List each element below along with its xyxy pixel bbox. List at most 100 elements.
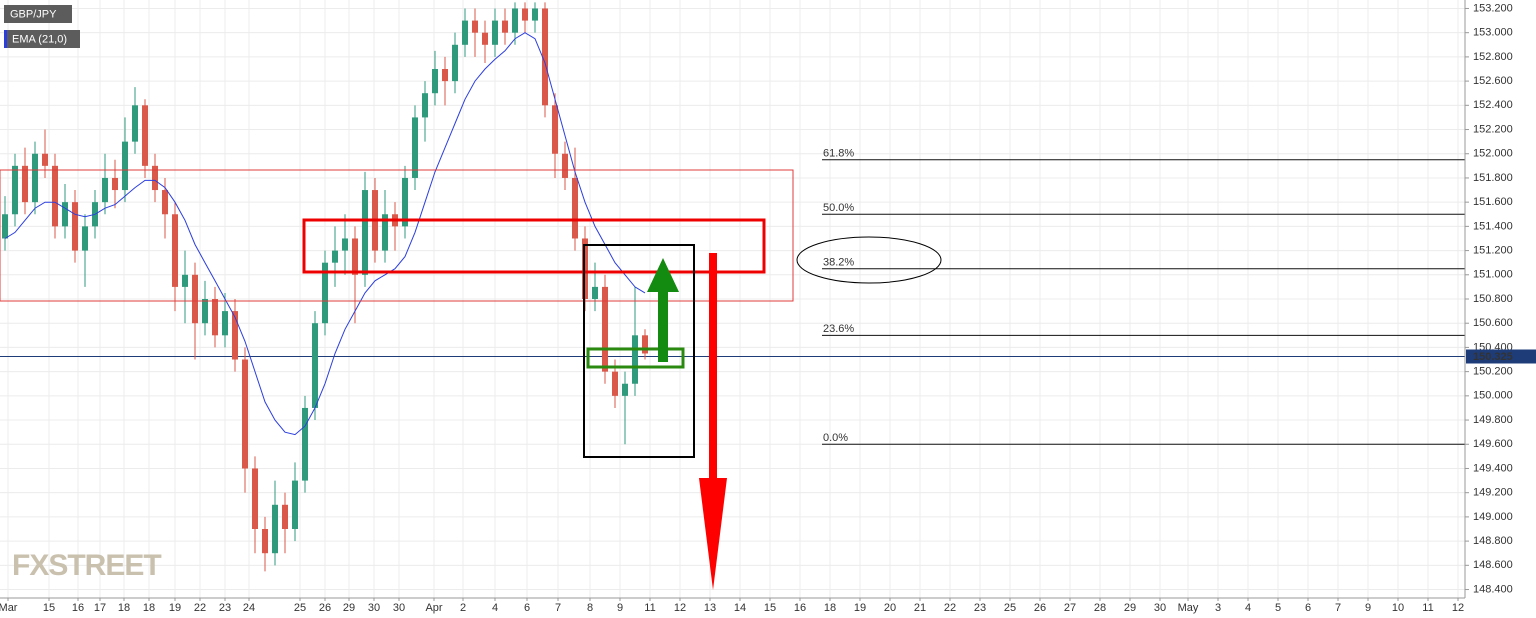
x-axis-bg xyxy=(0,598,1536,618)
candle-body xyxy=(112,177,118,191)
x-tick-label: 23 xyxy=(974,602,986,614)
candle-body xyxy=(292,480,298,529)
y-tick-label: 153.200 xyxy=(1473,2,1513,14)
candle-body xyxy=(22,165,28,203)
x-tick-label: 10 xyxy=(1392,602,1404,614)
y-tick-label: 151.000 xyxy=(1473,269,1513,281)
x-tick-label: 28 xyxy=(1094,602,1106,614)
fib-label: 61.8% xyxy=(823,148,854,160)
x-tick-label: 4 xyxy=(1245,602,1251,614)
x-tick-label: Mar xyxy=(0,602,18,614)
candle-body xyxy=(12,165,18,215)
candle-body xyxy=(52,165,58,227)
x-tick-label: 3 xyxy=(1215,602,1221,614)
candle-body xyxy=(42,153,48,166)
x-tick-label: 17 xyxy=(94,602,106,614)
x-tick-label: 26 xyxy=(1034,602,1046,614)
fib-label: 0.0% xyxy=(823,432,848,444)
x-tick-label: 30 xyxy=(368,602,380,614)
ellipse xyxy=(796,236,942,284)
candle-body xyxy=(552,105,558,154)
candle-body xyxy=(422,93,428,118)
down-arrow xyxy=(699,253,727,590)
x-tick-label: 27 xyxy=(1064,602,1076,614)
y-tick-label: 148.800 xyxy=(1473,535,1513,547)
candle-body xyxy=(312,323,318,408)
x-tick-label: 20 xyxy=(884,602,896,614)
candle-body xyxy=(132,105,138,142)
fib-label: 38.2% xyxy=(823,257,854,269)
y-tick-label: 149.000 xyxy=(1473,511,1513,523)
x-tick-label: 2 xyxy=(460,602,466,614)
candle-body xyxy=(482,32,488,45)
x-tick-label: 9 xyxy=(1365,602,1371,614)
candle-body xyxy=(32,153,38,203)
y-tick-label: 152.600 xyxy=(1473,75,1513,87)
y-tick-label: 150.200 xyxy=(1473,366,1513,378)
candle-body xyxy=(272,504,278,554)
x-tick-label: 9 xyxy=(617,602,623,614)
x-tick-label: 23 xyxy=(219,602,231,614)
ema-line xyxy=(4,32,646,436)
x-tick-label: 15 xyxy=(43,602,55,614)
candle-body xyxy=(222,311,228,336)
legend-box xyxy=(4,5,72,23)
y-tick-label: 151.600 xyxy=(1473,196,1513,208)
x-tick-label: 26 xyxy=(319,602,331,614)
y-tick-label: 150.600 xyxy=(1473,317,1513,329)
candle-body xyxy=(302,407,308,481)
grid xyxy=(0,0,1465,598)
x-tick-label: 29 xyxy=(1124,602,1136,614)
candle-body xyxy=(332,250,338,263)
candle-body xyxy=(142,105,148,166)
y-tick-label: 148.400 xyxy=(1473,583,1513,595)
candle-body xyxy=(62,202,68,227)
x-tick-label: 12 xyxy=(674,602,686,614)
x-tick-label: 29 xyxy=(343,602,355,614)
candle-body xyxy=(192,274,198,324)
x-tick-label: 16 xyxy=(794,602,806,614)
x-tick-label: 19 xyxy=(854,602,866,614)
candle-body xyxy=(232,311,238,360)
candle-body xyxy=(242,359,248,469)
y-tick-label: 150.000 xyxy=(1473,390,1513,402)
candle-body xyxy=(442,69,448,82)
candle-body xyxy=(322,262,328,324)
y-tick-label: 151.200 xyxy=(1473,244,1513,256)
candle-body xyxy=(362,190,368,275)
y-axis-bg xyxy=(1465,0,1536,618)
legend-entry: EMA (21,0) xyxy=(12,33,67,45)
x-tick-label: 5 xyxy=(1275,602,1281,614)
candle-body xyxy=(502,20,508,33)
y-tick-label: 149.400 xyxy=(1473,462,1513,474)
x-tick-label: 15 xyxy=(764,602,776,614)
x-tick-label: 7 xyxy=(1335,602,1341,614)
candle-body xyxy=(202,299,208,324)
candle-body xyxy=(162,190,168,215)
candle-body xyxy=(642,335,648,354)
overlay: GBP/JPY EMA (21,0) FXSTREET 150.325 xyxy=(4,5,1536,582)
candle-body xyxy=(342,238,348,251)
fib-label: 50.0% xyxy=(823,202,854,214)
candle-body xyxy=(432,69,438,94)
candle-body xyxy=(562,153,568,178)
zone-box xyxy=(0,169,794,302)
candle-body xyxy=(532,8,538,21)
x-tick-label: 30 xyxy=(1154,602,1166,614)
legend-box xyxy=(4,30,80,48)
candle-body xyxy=(82,226,88,251)
last-price-label: 150.325 xyxy=(1473,351,1513,363)
focus-box xyxy=(583,244,695,458)
y-tick-label: 151.400 xyxy=(1473,220,1513,232)
watermark: FXSTREET xyxy=(12,549,161,582)
candle-body xyxy=(182,274,188,287)
x-tick-label: 25 xyxy=(1004,602,1016,614)
candle-body xyxy=(632,335,638,384)
candle-body xyxy=(462,20,468,45)
x-tick-label: 6 xyxy=(1305,602,1311,614)
y-tick-label: 149.800 xyxy=(1473,414,1513,426)
x-tick-label: 11 xyxy=(1422,602,1433,614)
candle-body xyxy=(382,214,388,251)
